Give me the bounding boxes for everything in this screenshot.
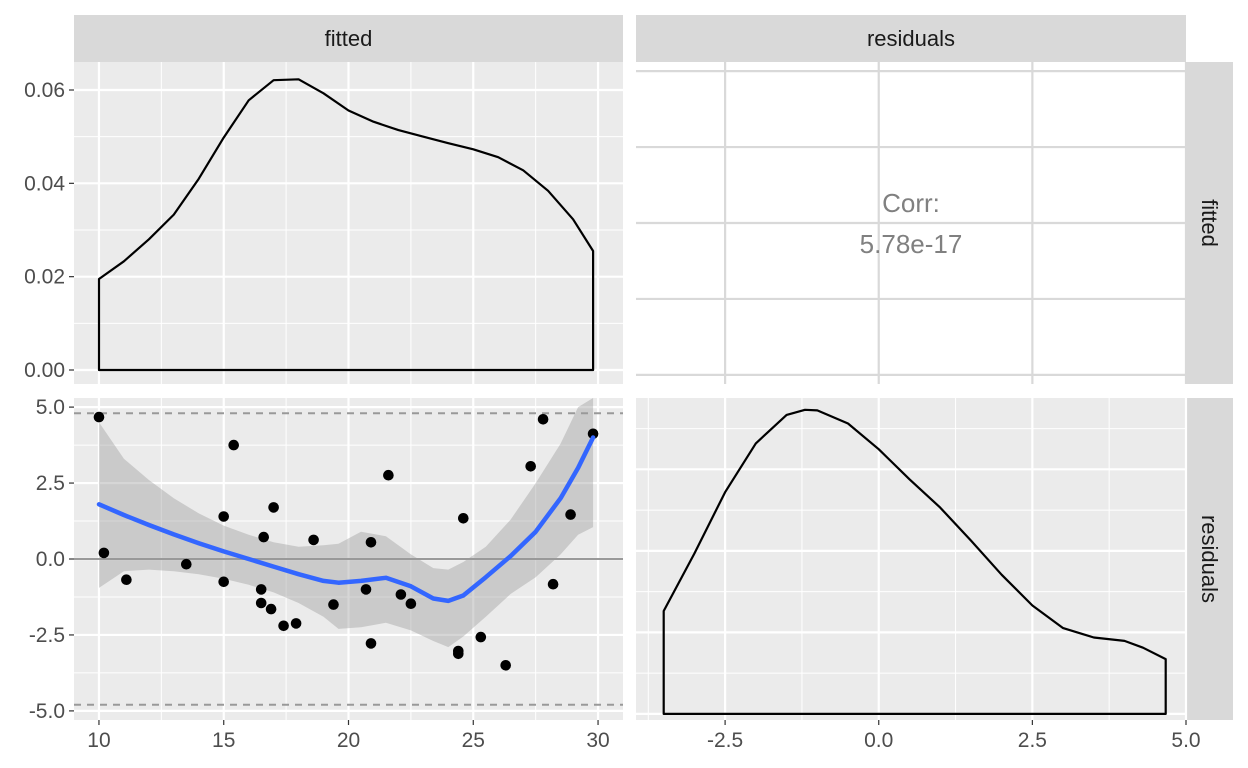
- scatter-x-tick-label-4: 30: [586, 729, 609, 752]
- scatter-point-1: [98, 547, 110, 559]
- corr-value: 5.78e-17: [860, 229, 963, 259]
- scatter-point-25: [475, 631, 487, 643]
- scatter-point-6: [228, 439, 239, 451]
- strip-right-residuals-label: residuals: [1197, 515, 1222, 603]
- scatter-point-31: [587, 428, 599, 440]
- scatter-y-tick-label-3: 2.5: [36, 472, 65, 495]
- fitted-density-curve: [97, 78, 595, 372]
- strip-right-residuals: [1186, 398, 1233, 720]
- residuals-density-x-tick-label-3: 5.0: [1171, 729, 1200, 752]
- scatter-point-8: [255, 597, 267, 609]
- scatter-point-11: [268, 502, 279, 513]
- residuals-density-x-tick-label-2: 2.5: [1018, 729, 1047, 752]
- scatter-point-3: [181, 558, 192, 570]
- residuals-density-curve: [662, 408, 1167, 715]
- scatter-point-29: [547, 578, 559, 590]
- tick-layer: 0.00 0.02 0.04 0.06 10 15 20 25 30 -5.0 -2.5 0.0 2.5…: [24, 79, 1200, 752]
- corr-label: Corr:: [882, 188, 940, 218]
- scatter-point-30: [565, 509, 576, 520]
- scatter-point-5: [218, 576, 229, 588]
- scatter-point-4: [218, 511, 229, 522]
- scatter-point-18: [365, 638, 377, 649]
- strip-top-fitted-label: fitted: [325, 26, 373, 51]
- scatter-confidence-band: [99, 398, 594, 648]
- strip-right-fitted-label: fitted: [1197, 199, 1222, 247]
- scatter-point-16: [360, 584, 372, 595]
- scatter-y-tick-label-2: 0.0: [36, 548, 65, 571]
- scatter-point-27: [525, 461, 536, 472]
- scatter-point-20: [395, 589, 407, 600]
- marks-layer: [74, 78, 1167, 715]
- scatter-point-13: [290, 618, 302, 629]
- scatter-point-12: [278, 620, 289, 632]
- scatter-x-tick-label-3: 25: [462, 729, 485, 752]
- strip-top-residuals-label: residuals: [867, 26, 955, 51]
- scatter-point-24: [458, 513, 469, 524]
- scatter-x-tick-label-1: 15: [212, 729, 235, 752]
- strip-top-residuals: [636, 15, 1186, 62]
- scatter-point-10: [265, 603, 277, 615]
- scatter-point-28: [537, 414, 549, 425]
- scatter-point-26: [500, 660, 512, 671]
- strip-top-fitted: [74, 15, 623, 62]
- strip-right-fitted: [1186, 62, 1233, 384]
- scatter-y-tick-label-4: 5.0: [36, 396, 65, 419]
- fitted-density-y-tick-label-2: 0.04: [24, 172, 65, 195]
- scatter-x-tick-label-0: 10: [87, 729, 110, 752]
- residuals-density-x-tick-label-1: 0.0: [864, 729, 893, 752]
- scatter-point-19: [383, 469, 394, 481]
- scatter-point-14: [308, 534, 319, 546]
- scatter-point-17: [365, 537, 377, 548]
- scatter-point-23: [453, 648, 464, 660]
- scatter-smooth-line: [96, 435, 596, 604]
- residuals-density-x-tick-label-0: -2.5: [707, 729, 743, 752]
- scatter-point-21: [405, 598, 417, 609]
- fitted-density-y-tick-label-3: 0.06: [24, 79, 65, 102]
- scatter-point-15: [328, 599, 339, 610]
- fitted-density-y-tick-label-1: 0.02: [24, 266, 65, 289]
- scatter-point-7: [255, 584, 267, 595]
- scatter-point-0: [93, 411, 105, 423]
- scatter-y-tick-label-0: -5.0: [29, 700, 65, 723]
- fitted-density-y-tick-label-0: 0.00: [24, 359, 65, 382]
- panel-bg-residuals-density: [636, 398, 1186, 720]
- scatter-point-2: [121, 574, 132, 585]
- scatter-x-tick-label-2: 20: [337, 729, 360, 752]
- scatter-y-tick-label-1: -2.5: [29, 624, 65, 647]
- scatter-point-9: [258, 531, 270, 543]
